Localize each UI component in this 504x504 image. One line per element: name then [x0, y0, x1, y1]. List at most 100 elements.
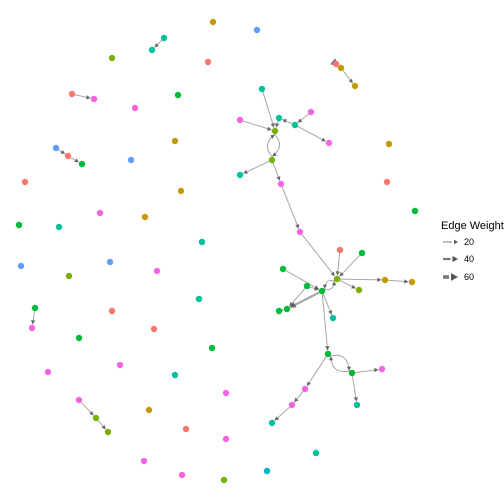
edge-arrowhead: [325, 346, 330, 351]
edge-arrowhead: [295, 224, 300, 229]
edge-line: [340, 278, 382, 281]
node-point: [358, 249, 366, 257]
node-point: [353, 401, 361, 409]
edge: [309, 286, 319, 291]
legend-key-arrowhead: [451, 273, 458, 281]
edge-arrowhead: [272, 152, 277, 157]
node-point: [275, 114, 283, 122]
node-point: [378, 365, 386, 373]
node-point: [140, 457, 148, 465]
node-point: [104, 428, 112, 436]
node-point: [198, 238, 206, 246]
edge: [272, 133, 280, 157]
edge: [97, 420, 106, 430]
node-point: [318, 287, 326, 295]
node-point: [96, 209, 104, 217]
node-point: [332, 60, 340, 68]
edge-line: [242, 120, 272, 131]
edge: [330, 354, 352, 371]
edge: [289, 291, 320, 309]
edge: [339, 254, 361, 277]
node-point: [271, 127, 279, 135]
legend-label: 20: [464, 237, 474, 247]
node-point: [385, 140, 393, 148]
node-point: [222, 389, 230, 397]
node-point: [263, 467, 271, 475]
edge-arrowhead: [270, 134, 275, 139]
node-point: [268, 156, 276, 164]
edge: [272, 162, 281, 181]
node-point: [279, 265, 287, 273]
node-point: [325, 139, 333, 147]
legend-entry: 20: [443, 237, 474, 247]
edge-arrowhead: [313, 286, 319, 291]
node-point: [296, 228, 304, 236]
node-point: [268, 419, 276, 427]
node-point: [220, 476, 228, 484]
node-point: [283, 305, 291, 313]
edge-arrowhead: [270, 122, 275, 128]
edge: [306, 356, 327, 387]
edge: [289, 288, 306, 307]
edge: [80, 401, 94, 416]
legend-key-arrowhead: [454, 239, 458, 245]
edge-arrowhead: [322, 284, 328, 289]
edge-arrowhead: [243, 169, 248, 174]
edge-arrowhead: [297, 118, 303, 123]
node-point: [55, 223, 63, 231]
edge-line: [243, 160, 270, 174]
edge: [355, 367, 379, 374]
node-point: [15, 221, 23, 229]
edge-arrowhead: [89, 410, 94, 416]
node-point: [208, 344, 216, 352]
edge: [58, 149, 66, 155]
node-point: [174, 91, 182, 99]
node-point: [288, 401, 296, 409]
edge: [335, 253, 341, 276]
edge: [297, 126, 326, 142]
node-point: [312, 449, 320, 457]
node-point: [127, 156, 135, 164]
edge-arrowhead: [353, 397, 358, 402]
node-point: [108, 307, 116, 315]
legend-entry: 60: [443, 272, 474, 282]
node-point: [148, 46, 156, 54]
edge-arrowhead: [154, 42, 160, 48]
node-point: [178, 471, 186, 479]
node-point: [336, 246, 344, 254]
node-point: [75, 334, 83, 342]
node-point: [236, 171, 244, 179]
node-point: [258, 85, 266, 93]
node-point: [277, 180, 285, 188]
edge: [282, 119, 293, 125]
edge: [30, 311, 36, 325]
legend: Edge Weight 20 40 60: [441, 220, 504, 282]
node-point: [31, 304, 39, 312]
edge-arrowhead: [274, 416, 280, 421]
edge: [322, 293, 333, 315]
node-point: [355, 286, 363, 294]
edge: [339, 279, 356, 289]
edge: [262, 91, 275, 128]
node-point: [182, 425, 190, 433]
legend-label: 40: [464, 254, 474, 264]
edge-arrowhead: [294, 397, 299, 403]
edge: [322, 280, 335, 289]
edge-arrowhead: [335, 271, 340, 276]
node-point: [90, 95, 98, 103]
node-point: [383, 178, 391, 186]
node-point: [150, 325, 158, 333]
edge-line: [339, 254, 361, 277]
edge-arrowhead: [346, 366, 352, 371]
edge: [154, 39, 163, 48]
edge: [243, 160, 270, 174]
edge-line: [285, 270, 320, 290]
legend-entry: 40: [443, 254, 474, 264]
edge: [328, 356, 350, 373]
edge-line: [301, 234, 336, 277]
node-point: [108, 54, 116, 62]
edge-line: [321, 294, 329, 351]
edge-arrowhead: [321, 137, 326, 142]
